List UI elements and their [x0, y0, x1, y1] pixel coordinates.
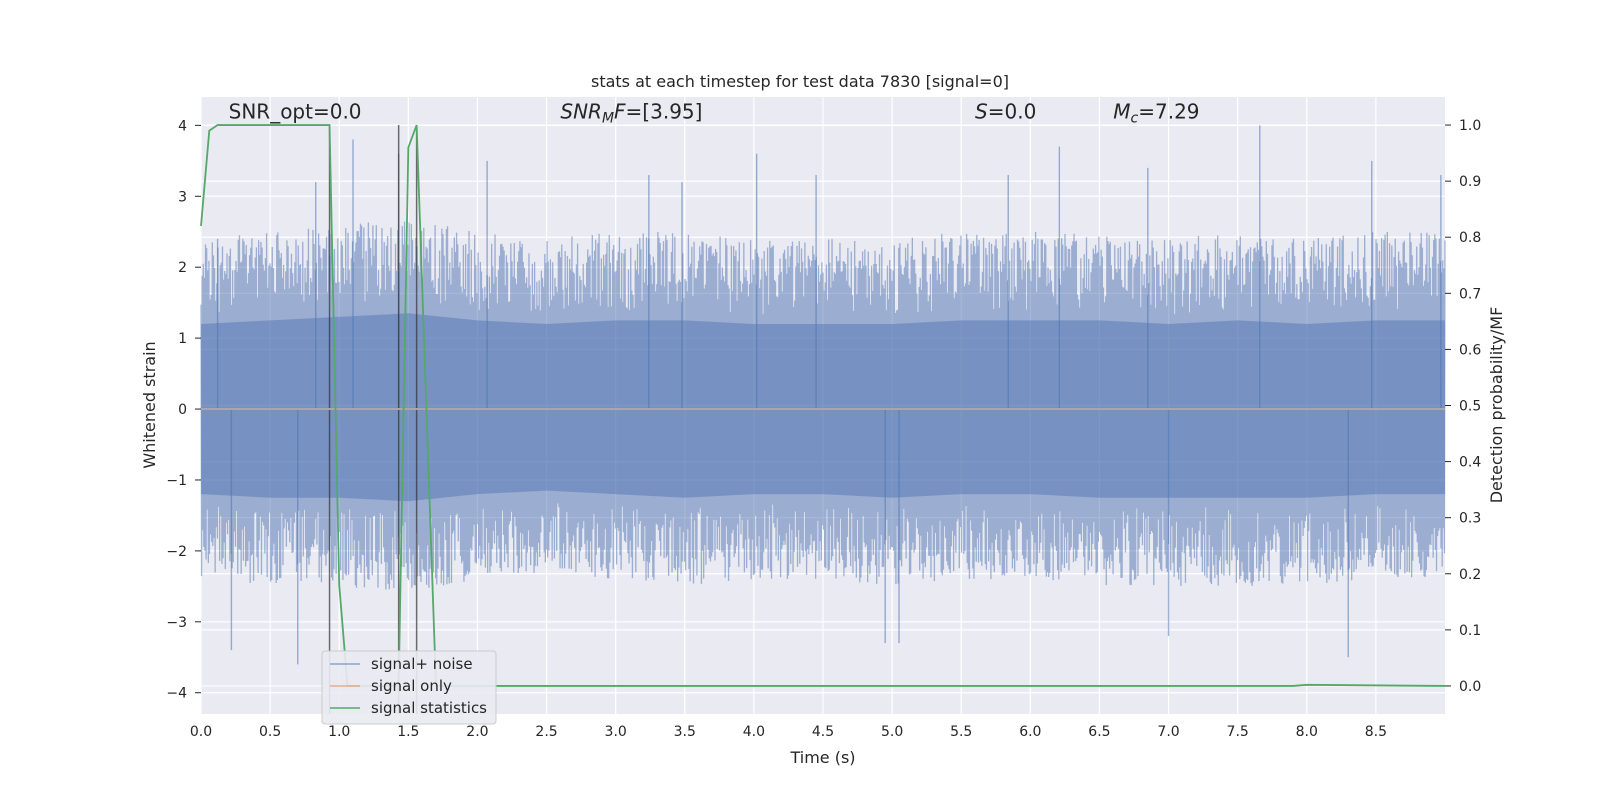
chart-title: stats at each timestep for test data 783… — [591, 72, 1009, 91]
x-tick-label-5: 2.5 — [535, 724, 557, 740]
annotation-0: SNR_opt=0.0 — [229, 99, 362, 123]
noise-trace — [200, 221, 1446, 590]
x-tick-label-11: 5.5 — [950, 724, 972, 740]
legend-label-signal: signal only — [371, 677, 452, 695]
y-axis-label: Whitened strain — [140, 341, 159, 468]
x-axis-ticks: 0.0 0.5 1.0 1.5 2.0 2.5 3.0 3.5 4.0 4.5 5.0 5.5 6.0 6… — [190, 724, 1387, 740]
x-tick-label-4: 2.0 — [466, 724, 488, 740]
y2-tick-label-10: 1.0 — [1459, 118, 1481, 134]
x-tick-label-8: 4.0 — [743, 724, 765, 740]
y2-tick-label-8: 0.8 — [1459, 230, 1481, 246]
x-tick-label-17: 8.5 — [1365, 724, 1387, 740]
y2-tick-label-9: 0.9 — [1459, 174, 1481, 190]
y-tick-label-5: 1 — [178, 331, 187, 347]
x-tick-label-15: 7.5 — [1227, 724, 1249, 740]
x-tick-label-16: 8.0 — [1296, 724, 1318, 740]
x-tick-label-9: 4.5 — [812, 724, 834, 740]
x-tick-label-3: 1.5 — [397, 724, 419, 740]
noise-core-band — [201, 313, 1445, 502]
annotations: SNR_opt=0.0 SNRMF=[3.95] S=0.0 Mc=7.29 — [229, 99, 1200, 126]
y2-axis-label: Detection probability/MF — [1487, 307, 1506, 504]
x-tick-label-0: 0.0 — [190, 724, 212, 740]
x-tick-label-13: 6.5 — [1088, 724, 1110, 740]
legend-box — [321, 650, 497, 725]
annotation-3: Mc=7.29 — [1113, 99, 1199, 126]
x-tick-label-12: 6.0 — [1019, 724, 1041, 740]
y-tick-label-7: 3 — [178, 189, 187, 205]
x-axis-label: Time (s) — [789, 748, 855, 767]
annotation-2: S=0.0 — [975, 99, 1036, 123]
line-series — [200, 124, 1446, 687]
y2-tick-label-7: 0.7 — [1459, 286, 1481, 302]
legend: signal+ noise signal only signal statist… — [321, 650, 497, 725]
legend-label-stats: signal statistics — [371, 699, 487, 717]
y-axis-ticks: −4 −3 −2 −1 0 1 2 3 4 — [166, 118, 201, 702]
x-tick-label-6: 3.0 — [605, 724, 627, 740]
noise-series — [200, 125, 1446, 665]
y2-tick-label-4: 0.4 — [1459, 455, 1481, 471]
vertical-markers — [328, 125, 418, 714]
y-tick-label-0: −4 — [166, 686, 187, 702]
x-tick-label-7: 3.5 — [674, 724, 696, 740]
y-tick-label-8: 4 — [178, 118, 187, 134]
y2-tick-label-6: 0.6 — [1459, 342, 1481, 358]
y2-tick-label-5: 0.5 — [1459, 399, 1481, 415]
y2-axis-ticks: 0.0 0.1 0.2 0.3 0.4 0.5 0.6 0.7 0.8 0.9 1.0 — [1445, 118, 1481, 695]
x-tick-label-1: 0.5 — [259, 724, 281, 740]
x-tick-label-10: 5.0 — [881, 724, 903, 740]
annotation-1: SNRMF=[3.95] — [560, 99, 702, 126]
y-tick-label-1: −3 — [166, 615, 187, 631]
y2-tick-label-3: 0.3 — [1459, 511, 1481, 527]
x-tick-label-2: 1.0 — [328, 724, 350, 740]
legend-label-noise: signal+ noise — [371, 655, 473, 673]
y-tick-label-2: −2 — [166, 544, 187, 560]
y-tick-label-4: 0 — [178, 402, 187, 418]
y-tick-label-3: −1 — [166, 473, 187, 489]
x-tick-label-14: 7.0 — [1157, 724, 1179, 740]
y2-tick-label-2: 0.2 — [1459, 567, 1481, 583]
signal-statistics-line — [200, 124, 1446, 687]
y2-tick-label-1: 0.1 — [1459, 623, 1481, 639]
y-tick-label-6: 2 — [178, 260, 187, 276]
y2-tick-label-0: 0.0 — [1459, 679, 1481, 695]
